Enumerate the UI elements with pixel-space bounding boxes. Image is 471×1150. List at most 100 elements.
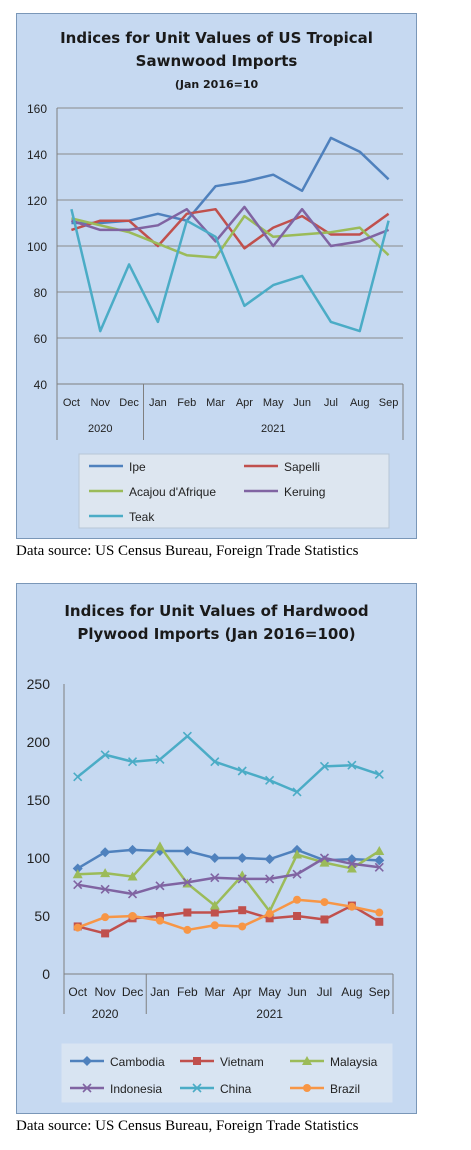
data-point-brazil (128, 912, 137, 920)
legend-marker (192, 1083, 202, 1093)
y-tick-label: 150 (27, 792, 51, 808)
data-point-china (100, 750, 110, 760)
legend-label: Acajou d'Afrique (129, 485, 216, 499)
data-point-indonesia (319, 853, 330, 863)
data-point-vietnam (101, 929, 110, 938)
legend-marker (82, 1056, 92, 1066)
legend-label: Sapelli (284, 460, 320, 474)
data-point-brazil (375, 908, 384, 917)
series-line-ipe (71, 136, 390, 225)
data-point-indonesia (100, 884, 110, 894)
data-point-brazil (73, 923, 82, 932)
x-tick-label: Oct (68, 985, 87, 999)
data-point-cambodia (374, 855, 385, 866)
data-point-china (292, 787, 302, 797)
series-line-brazil (77, 898, 380, 932)
data-source-caption: Data source: US Census Bureau, Foreign T… (16, 1118, 359, 1134)
y-tick-label: 40 (34, 378, 48, 392)
legend-marker (303, 1084, 311, 1092)
data-point-vietnam (210, 908, 219, 917)
data-point-malaysia (127, 871, 138, 881)
y-tick-label: 0 (42, 966, 50, 982)
data-point-china (237, 766, 247, 776)
data-point-indonesia (374, 862, 384, 872)
data-point-brazil (155, 916, 164, 925)
x-tick-label: Jan (149, 397, 167, 409)
data-point-cambodia (237, 853, 248, 863)
x-tick-label: May (263, 397, 284, 409)
series-line-sapelli (71, 207, 390, 250)
series-line-china (76, 734, 380, 794)
series-line-indonesia (77, 856, 380, 896)
legend-label: Cambodia (110, 1055, 165, 1069)
y-tick-label: 80 (34, 286, 48, 300)
year-label: 2020 (92, 1007, 119, 1021)
x-tick-label: Feb (177, 985, 198, 999)
data-point-vietnam (265, 914, 274, 923)
legend-marker (82, 1083, 92, 1093)
data-point-indonesia (265, 874, 275, 884)
year-label: 2021 (256, 1007, 283, 1021)
chart-title-line-2: Sawnwood Imports (135, 52, 298, 70)
series-line-vietnam (77, 904, 380, 935)
data-point-china (182, 731, 192, 741)
y-tick-label: 100 (27, 850, 51, 866)
x-tick-label: Nov (94, 985, 115, 999)
legend-label: Malaysia (330, 1055, 378, 1069)
sawnwood-chart-panel: Indices for Unit Values of US Tropical S… (16, 13, 417, 539)
x-tick-label: Feb (177, 397, 196, 409)
data-point-malaysia (374, 846, 385, 856)
plywood-chart-panel: Indices for Unit Values of Hardwood Plyw… (16, 583, 417, 1114)
data-point-vietnam (238, 906, 247, 915)
x-tick-label: Dec (122, 985, 143, 999)
data-point-indonesia (182, 877, 192, 887)
y-tick-label: 160 (27, 102, 47, 116)
legend-label: China (220, 1082, 252, 1096)
year-label: 2021 (261, 423, 285, 435)
legend-marker (302, 1056, 312, 1065)
data-point-brazil (183, 925, 192, 934)
y-tick-label: 250 (27, 676, 51, 692)
x-tick-label: Nov (90, 397, 110, 409)
data-point-china (127, 757, 138, 767)
data-point-indonesia (292, 869, 302, 879)
data-point-vietnam (183, 908, 192, 917)
y-tick-label: 140 (27, 148, 47, 162)
x-tick-label: May (258, 985, 281, 999)
legend-label: Keruing (284, 485, 325, 499)
data-point-vietnam (375, 917, 384, 926)
legend-label: Ipe (129, 460, 146, 474)
x-tick-label: Jul (324, 397, 338, 409)
x-tick-label: Mar (206, 397, 225, 409)
data-point-china (210, 757, 220, 767)
data-point-brazil (347, 902, 356, 911)
data-point-brazil (238, 922, 247, 931)
data-point-indonesia (73, 880, 83, 890)
chart-title-line-3: (Jan 2016=10 (174, 78, 259, 91)
x-tick-label: Sep (379, 397, 399, 409)
y-tick-label: 100 (27, 240, 47, 254)
year-label: 2020 (88, 423, 112, 435)
data-point-vietnam (155, 912, 164, 920)
data-point-indonesia (237, 874, 247, 884)
x-tick-label: Oct (63, 397, 80, 409)
data-point-brazil (265, 909, 274, 918)
data-point-brazil (320, 898, 329, 907)
x-tick-label: Mar (204, 985, 225, 999)
chart-title-line-1: Indices for Unit Values of US Tropical (60, 29, 373, 47)
data-point-malaysia (154, 841, 165, 851)
x-tick-label: Jun (287, 985, 306, 999)
x-tick-label: Apr (236, 397, 253, 409)
data-point-china (374, 769, 384, 780)
x-tick-label: Aug (350, 397, 370, 409)
data-point-malaysia (292, 849, 303, 859)
data-point-cambodia (264, 854, 275, 865)
data-point-indonesia (155, 881, 165, 891)
data-point-brazil (210, 921, 219, 930)
data-point-cambodia (209, 853, 220, 863)
data-point-china (347, 760, 357, 770)
sawnwood-line-chart: 40 60 80 100 120 140 160 Oct Nov Dec Jan Feb Mar Apr M… (27, 102, 404, 529)
chart-title-line-1: Indices for Unit Values of Hardwood (64, 602, 369, 620)
x-tick-label: Jan (150, 985, 169, 999)
data-point-malaysia (346, 863, 357, 873)
